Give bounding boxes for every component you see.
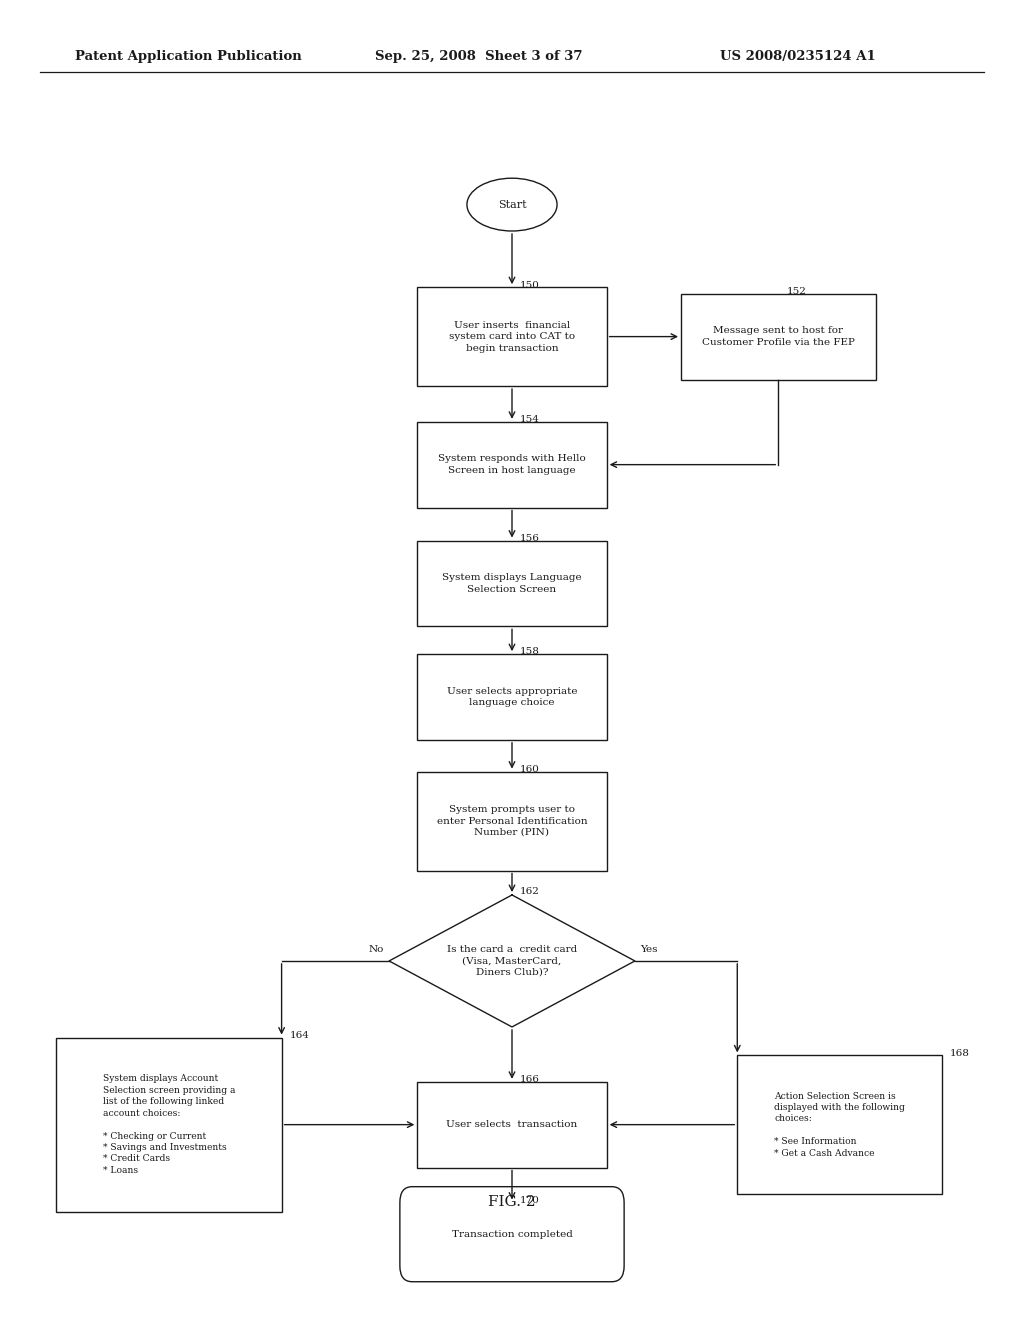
Text: Is the card a  credit card
(Visa, MasterCard,
Diners Club)?: Is the card a credit card (Visa, MasterC… (446, 945, 578, 977)
Text: 162: 162 (520, 887, 540, 896)
Text: Transaction completed: Transaction completed (452, 1230, 572, 1238)
Text: 152: 152 (786, 288, 806, 296)
Text: 168: 168 (950, 1048, 970, 1057)
Text: 166: 166 (520, 1074, 540, 1084)
Text: 164: 164 (290, 1031, 309, 1040)
Text: 160: 160 (520, 766, 540, 774)
FancyBboxPatch shape (56, 1038, 282, 1212)
Polygon shape (389, 895, 635, 1027)
Text: Patent Application Publication: Patent Application Publication (75, 50, 302, 63)
Text: Message sent to host for
Customer Profile via the FEP: Message sent to host for Customer Profil… (701, 326, 855, 347)
Text: Action Selection Screen is
displayed with the following
choices:

* See Informat: Action Selection Screen is displayed wit… (774, 1092, 905, 1158)
Text: 158: 158 (520, 648, 540, 656)
FancyBboxPatch shape (418, 1082, 606, 1168)
Text: FIG. 2: FIG. 2 (488, 1195, 536, 1209)
Text: User inserts  financial
system card into CAT to
begin transaction: User inserts financial system card into … (449, 321, 575, 352)
FancyBboxPatch shape (418, 655, 606, 739)
Text: System prompts user to
enter Personal Identification
Number (PIN): System prompts user to enter Personal Id… (436, 805, 588, 837)
Text: 156: 156 (520, 533, 540, 543)
Text: System displays Language
Selection Screen: System displays Language Selection Scree… (442, 573, 582, 594)
Text: 150: 150 (520, 281, 540, 289)
FancyBboxPatch shape (418, 541, 606, 626)
Text: System responds with Hello
Screen in host language: System responds with Hello Screen in hos… (438, 454, 586, 475)
FancyBboxPatch shape (418, 288, 606, 385)
Text: No: No (369, 945, 384, 954)
Text: Start: Start (498, 199, 526, 210)
Text: User selects appropriate
language choice: User selects appropriate language choice (446, 686, 578, 708)
Text: 170: 170 (520, 1196, 540, 1205)
FancyBboxPatch shape (418, 421, 606, 507)
FancyBboxPatch shape (681, 293, 876, 380)
Text: US 2008/0235124 A1: US 2008/0235124 A1 (720, 50, 876, 63)
FancyBboxPatch shape (737, 1056, 942, 1193)
Ellipse shape (467, 178, 557, 231)
Text: System displays Account
Selection screen providing a
list of the following linke: System displays Account Selection screen… (102, 1074, 236, 1175)
Text: Sep. 25, 2008  Sheet 3 of 37: Sep. 25, 2008 Sheet 3 of 37 (375, 50, 583, 63)
FancyBboxPatch shape (418, 771, 606, 871)
Text: 154: 154 (520, 414, 540, 424)
Text: User selects  transaction: User selects transaction (446, 1121, 578, 1129)
Text: Yes: Yes (640, 945, 657, 954)
FancyBboxPatch shape (399, 1187, 624, 1282)
